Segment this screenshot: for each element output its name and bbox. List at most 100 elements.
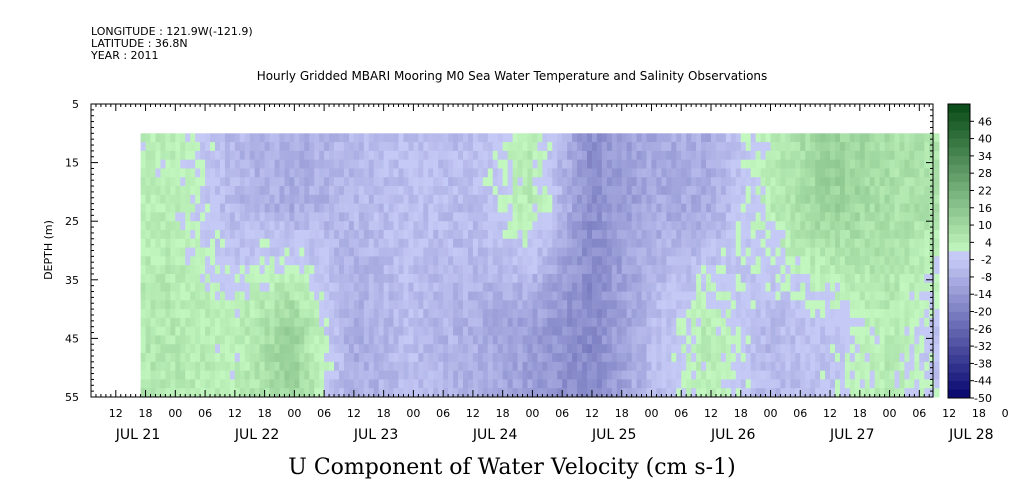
heatmap-cell [696,388,702,398]
heatmap-cell [155,335,161,345]
heatmap-cell [408,344,414,354]
heatmap-cell [200,159,206,169]
heatmap-cell [666,203,672,213]
heatmap-cell [646,212,652,222]
heatmap-cell [646,159,652,169]
heatmap-cell [284,186,290,196]
heatmap-cell [210,353,216,363]
heatmap-cell [358,388,365,398]
heatmap-cell [388,238,394,248]
heatmap-cell [472,353,479,363]
heatmap-cell [210,212,216,222]
heatmap-cell [596,273,603,284]
heatmap-cell [388,247,394,257]
heatmap-cell [467,370,474,380]
heatmap-cell [715,142,722,152]
heatmap-cell [532,317,538,328]
heatmap-cell [433,229,439,240]
heatmap-cell [438,150,444,161]
heatmap-cell [899,309,905,319]
heatmap-cell [378,194,385,205]
heatmap-cell [740,203,747,213]
heatmap-cell [423,265,429,275]
heatmap-cell [294,194,300,205]
heatmap-cell [438,247,444,257]
heatmap-cell [482,265,489,275]
heatmap-cell [785,353,791,363]
heatmap-cell [423,159,429,169]
heatmap-cell [820,221,826,231]
heatmap-cell [765,212,771,222]
heatmap-cell [552,177,558,187]
heatmap-cell [443,388,449,398]
heatmap-cell [264,282,270,292]
heatmap-cell [294,317,300,328]
heatmap-cell [666,361,672,372]
heatmap-cell [502,361,509,372]
heatmap-cell [800,203,806,213]
heatmap-cell [567,309,573,319]
heatmap-cell [438,186,444,196]
heatmap-cell [229,335,236,345]
heatmap-cell [919,142,925,152]
heatmap-cell [244,194,251,205]
heatmap-cell [254,133,261,143]
heatmap-cell [805,142,811,152]
heatmap-cell [304,221,310,231]
heatmap-cell [661,344,667,354]
heatmap-cell [760,203,766,213]
heatmap-cell [304,150,310,161]
heatmap-cell [170,177,176,187]
heatmap-cell [304,300,310,310]
heatmap-cell [279,309,285,319]
heatmap-cell [854,370,861,380]
heatmap-cell [894,265,900,275]
heatmap-cell [443,309,449,319]
heatmap-cell [611,335,618,345]
heatmap-cell [715,379,722,389]
heatmap-cell [522,300,528,310]
heatmap-cell [854,186,861,196]
heatmap-cell [859,142,866,152]
heatmap-cell [830,282,836,292]
heatmap-cell [443,326,449,336]
heatmap-cell [641,379,647,389]
heatmap-cell [616,177,623,187]
heatmap-cell [641,388,647,398]
heatmap-cell [512,353,518,363]
heatmap-cell [557,212,563,222]
heatmap-cell [577,194,583,205]
heatmap-cell [274,168,280,178]
heatmap-cell [200,256,206,266]
heatmap-cell [765,247,771,257]
heatmap-cell [616,379,623,389]
heatmap-cell [353,168,360,178]
heatmap-cell [730,353,737,363]
heatmap-cell [448,212,454,222]
heatmap-cell [562,168,568,178]
heatmap-cell [884,379,890,389]
heatmap-cell [264,229,270,240]
heatmap-cell [433,256,439,266]
heatmap-cell [919,150,925,161]
heatmap-cell [869,229,876,240]
heatmap-cell [879,291,885,301]
heatmap-cell [527,247,533,257]
heatmap-cell [433,194,439,205]
heatmap-cell [249,186,256,196]
heatmap-cell [839,326,846,336]
heatmap-cell [839,282,846,292]
heatmap-cell [760,142,766,152]
heatmap-cell [854,309,861,319]
heatmap-cell [894,326,900,336]
heatmap-cell [884,168,890,178]
heatmap-cell [542,273,548,284]
heatmap-cell [175,159,181,169]
heatmap-cell [725,379,732,389]
heatmap-cell [408,335,414,345]
heatmap-cell [825,335,831,345]
heatmap-cell [170,142,176,152]
heatmap-cell [502,194,509,205]
heatmap-cell [200,142,206,152]
heatmap-cell [532,273,538,284]
